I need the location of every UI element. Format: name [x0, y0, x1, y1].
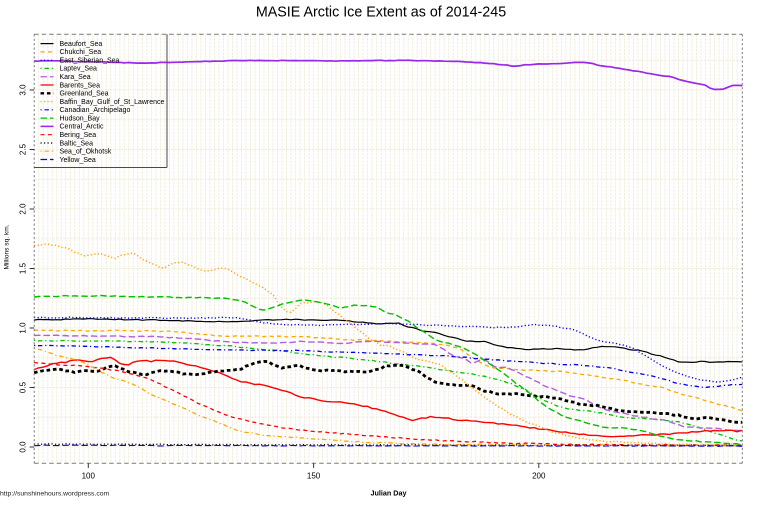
svg-text:http://sunshinehours.wordpress: http://sunshinehours.wordpress.com: [0, 491, 110, 498]
svg-text:150: 150: [307, 472, 321, 481]
svg-text:MASIE Arctic Ice Extent as of: MASIE Arctic Ice Extent as of 2014-245: [256, 4, 506, 20]
svg-text:Central_Arctic: Central_Arctic: [60, 124, 104, 131]
svg-text:Yellow_Sea: Yellow_Sea: [60, 157, 96, 164]
svg-text:1.0: 1.0: [18, 322, 27, 334]
svg-text:Barents_Sea: Barents_Sea: [60, 82, 101, 89]
svg-text:Hudson_Bay: Hudson_Bay: [60, 115, 101, 122]
svg-text:Beaufort_Sea: Beaufort_Sea: [60, 41, 103, 48]
svg-text:3.0: 3.0: [18, 84, 27, 96]
svg-text:East_Siberian_Sea: East_Siberian_Sea: [60, 58, 120, 65]
svg-text:2.5: 2.5: [18, 143, 27, 155]
svg-text:Canadian_Archipelago: Canadian_Archipelago: [60, 107, 131, 114]
svg-text:Greenland_Sea: Greenland_Sea: [60, 91, 109, 98]
svg-text:Baffin_Bay_Gulf_of_St_Lawrence: Baffin_Bay_Gulf_of_St_Lawrence: [60, 99, 165, 106]
svg-text:0.5: 0.5: [18, 381, 27, 393]
svg-text:Millions sq. km.: Millions sq. km.: [4, 224, 11, 269]
svg-text:0.0: 0.0: [18, 441, 27, 453]
svg-text:Baltic_Sea: Baltic_Sea: [60, 140, 94, 147]
svg-text:Kara_Sea: Kara_Sea: [60, 74, 91, 81]
svg-text:100: 100: [82, 472, 96, 481]
svg-text:Sea_of_Okhotsk: Sea_of_Okhotsk: [60, 149, 112, 156]
svg-text:Julian Day: Julian Day: [371, 489, 407, 498]
svg-text:200: 200: [532, 472, 546, 481]
svg-text:2.0: 2.0: [18, 203, 27, 215]
svg-text:1.5: 1.5: [18, 262, 27, 274]
svg-text:Bering_Sea: Bering_Sea: [60, 132, 97, 139]
svg-text:Chukchi_Sea: Chukchi_Sea: [60, 49, 102, 56]
svg-text:Laptev_Sea: Laptev_Sea: [60, 66, 97, 73]
